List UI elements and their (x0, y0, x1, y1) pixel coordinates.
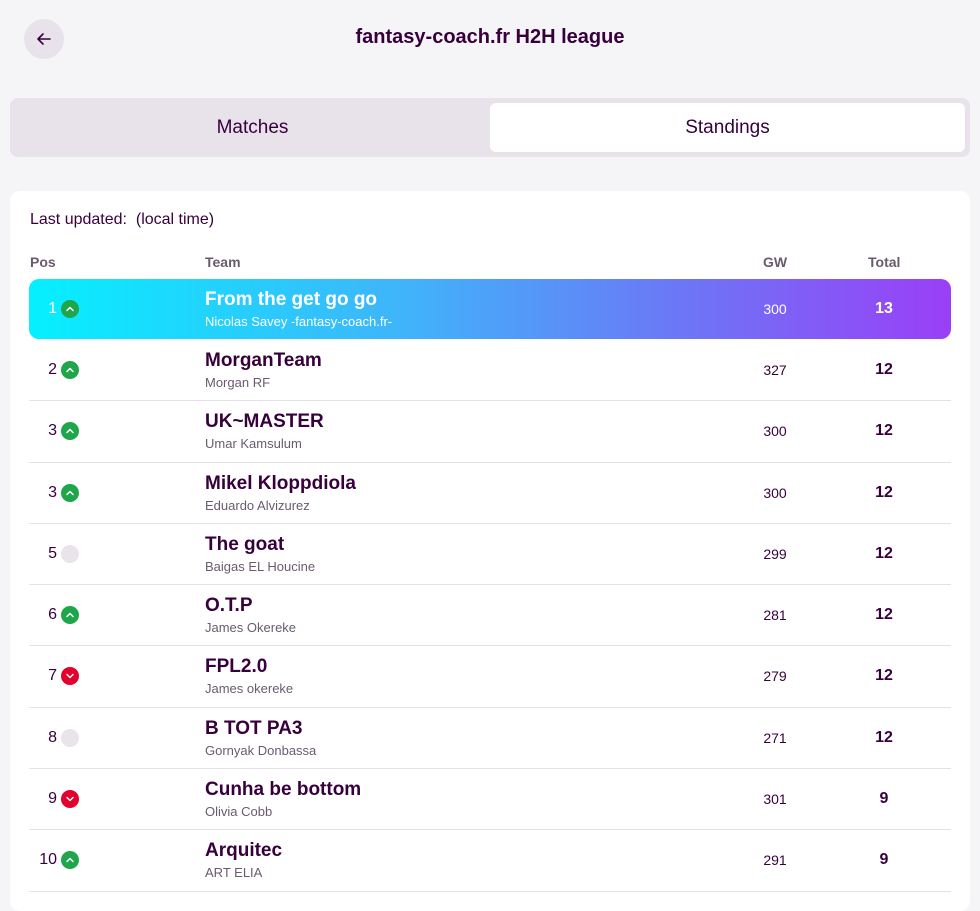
manager-name: ART ELIA (205, 865, 263, 881)
team-name: Mikel Kloppdiola (205, 472, 356, 494)
total-points: 9 (879, 790, 889, 808)
total-points: 9 (879, 851, 889, 869)
gameweek-points: 299 (763, 545, 787, 562)
column-header-team: Team (205, 254, 241, 270)
position: 5 (48, 544, 57, 562)
gameweek-points: 300 (763, 301, 787, 317)
standings-row[interactable]: 10 Arquitec ART ELIA 291 9 (29, 830, 951, 892)
total-points: 12 (875, 728, 893, 746)
standings-row[interactable]: 7 FPL2.0 James okereke 279 12 (29, 646, 951, 708)
manager-name: Morgan RF (205, 375, 271, 390)
standings-row[interactable]: 1 From the get go go Nicolas Savey -fantas… (29, 279, 951, 339)
position: 6 (48, 606, 57, 624)
manager-name: Gornyak Donbassa (205, 742, 317, 758)
gameweek-points: 281 (763, 607, 787, 624)
manager-name: Eduardo Alvizurez (205, 497, 310, 513)
total-points: 12 (875, 483, 893, 501)
chevron-up-icon (61, 606, 79, 625)
total-points: 13 (875, 300, 893, 317)
team-name: FPL2.0 (205, 656, 268, 678)
gameweek-points: 291 (763, 852, 787, 869)
position: 7 (48, 667, 57, 685)
position: 3 (48, 483, 57, 501)
standings-row[interactable]: 8 B TOT PA3 Gornyak Donbassa 271 12 (29, 708, 951, 770)
total-points: 12 (875, 544, 893, 562)
gameweek-points: 301 (763, 791, 787, 808)
chevron-up-icon (61, 361, 79, 379)
position: 1 (48, 300, 57, 317)
no-change-icon (61, 544, 79, 563)
standings-card: Last updated: (local time) Pos Team GW T… (10, 191, 970, 911)
tab-matches[interactable]: Matches (216, 116, 289, 138)
chevron-up-icon (61, 422, 79, 441)
manager-name: James Okereke (205, 620, 297, 636)
team-name: UK~MASTER (205, 411, 324, 433)
gameweek-points: 300 (763, 423, 787, 440)
chevron-down-icon (61, 667, 79, 686)
chevron-up-icon (61, 851, 79, 870)
manager-name: Nicolas Savey -fantasy-coach.fr- (205, 314, 393, 329)
manager-name: Olivia Cobb (205, 804, 273, 820)
team-name: Arquitec (205, 840, 283, 862)
standings-row[interactable]: 3 UK~MASTER Umar Kamsulum 300 12 (29, 401, 951, 463)
standings-row[interactable]: 5 The goat Baigas EL Houcine 299 12 (29, 524, 951, 586)
total-points: 12 (875, 422, 893, 440)
last-updated-label: Last updated: (30, 211, 127, 228)
page-title: fantasy-coach.fr H2H league (355, 26, 625, 48)
position: 9 (48, 790, 57, 808)
team-name: The goat (205, 533, 285, 555)
tab-standings[interactable]: Standings (490, 103, 965, 152)
header: fantasy-coach.fr H2H league (0, 0, 980, 80)
position: 3 (48, 422, 57, 440)
back-button[interactable] (24, 19, 64, 59)
standings-row[interactable]: 9 Cunha be bottom Olivia Cobb 301 9 (29, 769, 951, 831)
column-header-pos: Pos (30, 254, 56, 270)
standings-row[interactable]: 3 Mikel Kloppdiola Eduardo Alvizurez 300 12 (29, 463, 951, 524)
last-updated-value: (local time) (135, 211, 215, 228)
team-name: MorganTeam (205, 350, 322, 371)
column-header-gw: GW (763, 254, 788, 270)
chevron-down-icon (61, 790, 79, 809)
total-points: 12 (875, 667, 893, 685)
team-name: From the get go go (205, 289, 378, 310)
standings-row[interactable]: 6 O.T.P James Okereke 281 12 (29, 585, 951, 647)
gameweek-points: 300 (763, 484, 787, 501)
team-name: O.T.P (205, 595, 253, 617)
manager-name: James okereke (205, 681, 294, 697)
gameweek-points: 271 (763, 729, 787, 746)
gameweek-points: 279 (763, 668, 787, 685)
total-points: 12 (875, 606, 893, 624)
standings-row[interactable]: 2 MorganTeam Morgan RF 327 12 (29, 340, 951, 402)
position: 10 (39, 851, 57, 869)
gameweek-points: 327 (763, 362, 787, 378)
total-points: 12 (875, 361, 893, 378)
tab-bar: Matches Standings (10, 98, 970, 157)
position: 2 (48, 361, 57, 378)
standings-list: 1 From the get go go Nicolas Savey -fantas… (29, 279, 951, 892)
team-name: Cunha be bottom (205, 779, 362, 801)
no-change-icon (61, 728, 79, 747)
team-name: B TOT PA3 (205, 717, 303, 739)
manager-name: Umar Kamsulum (205, 436, 302, 452)
chevron-up-icon (61, 483, 79, 502)
chevron-up-icon (61, 300, 79, 318)
position: 8 (48, 728, 57, 746)
manager-name: Baigas EL Houcine (205, 558, 316, 574)
last-updated: Last updated: (local time) (30, 211, 214, 229)
arrow-left-icon (37, 33, 51, 45)
column-header-total: Total (868, 254, 901, 270)
